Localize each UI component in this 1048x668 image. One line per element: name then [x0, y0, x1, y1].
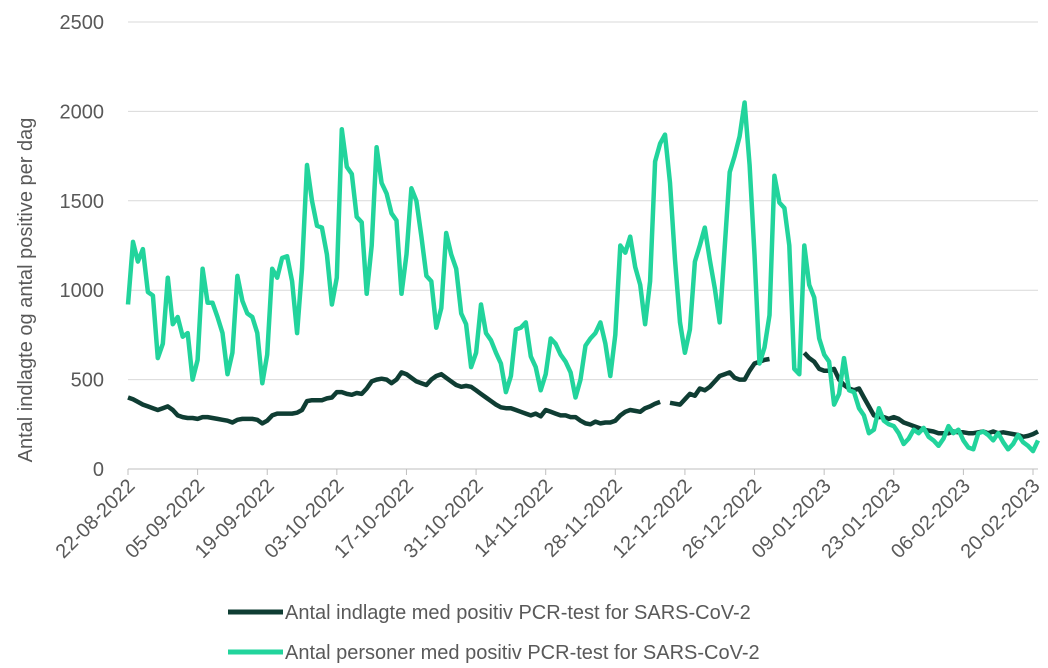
y-tick-label: 0	[93, 459, 104, 481]
series-line	[125, 100, 1041, 454]
legend-label: Antal indlagte med positiv PCR-test for …	[285, 602, 751, 624]
legend-label: Antal personer med positiv PCR-test for …	[285, 642, 760, 663]
y-tick-label: 2500	[60, 12, 105, 34]
y-tick-label: 1000	[60, 280, 105, 302]
y-tick-label: 2000	[60, 101, 105, 123]
y-axis-label: Antal indlagte og antal positive per dag	[15, 118, 37, 463]
y-tick-label: 500	[71, 370, 104, 392]
y-tick-label: 1500	[60, 191, 105, 213]
